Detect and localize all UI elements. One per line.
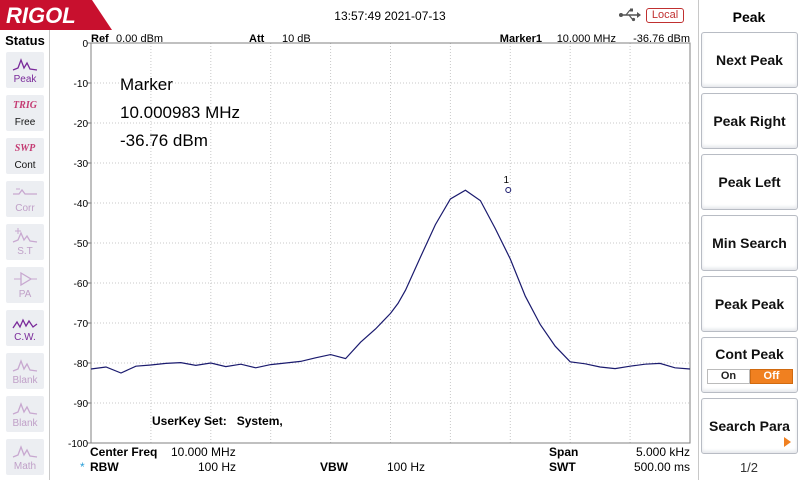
softkey-next-peak[interactable]: Next Peak xyxy=(701,32,798,88)
spectrum-graph[interactable]: Ref 0.00 dBm Att 10 dB Marker1 10.000 MH… xyxy=(50,30,698,480)
marker-id-label: 1 xyxy=(503,175,509,186)
toggle-off[interactable]: Off xyxy=(750,369,793,384)
status-math-label: Math xyxy=(13,461,37,472)
center-freq-label: Center Freq xyxy=(90,445,157,459)
att-value: 10 dB xyxy=(282,33,311,45)
softkey-peak-peak[interactable]: Peak Peak xyxy=(701,276,798,332)
status-swp-label: Cont xyxy=(14,160,36,171)
y-tick-label: -40 xyxy=(74,199,89,210)
marker-header-label: Marker1 xyxy=(500,33,542,45)
corr-icon xyxy=(13,188,37,195)
softkey-min-search[interactable]: Min Search xyxy=(701,215,798,271)
timestamp: 13:57:49 2021-07-13 xyxy=(334,9,446,23)
status-blank-1[interactable]: Blank xyxy=(6,353,44,389)
softkey-cont-peak-label: Cont Peak xyxy=(715,346,784,362)
y-tick-label: -90 xyxy=(74,399,89,410)
swt-value: 500.00 ms xyxy=(634,460,690,474)
softkey-cont-peak[interactable]: Cont Peak On Off xyxy=(701,337,798,393)
grid xyxy=(91,43,690,443)
y-tick-label: -60 xyxy=(74,279,89,290)
status-trig[interactable]: TRIG Free xyxy=(6,95,44,131)
ref-value: 0.00 dBm xyxy=(116,33,163,45)
blank-icon xyxy=(12,359,38,372)
top-bar: RIGOL 13:57:49 2021-07-13 Local xyxy=(0,0,698,30)
status-peak[interactable]: Peak xyxy=(6,52,44,88)
peak-icon xyxy=(12,58,38,71)
status-trig-label: Free xyxy=(14,117,36,128)
softkey-search-para-label: Search Para xyxy=(709,418,790,434)
status-pa-label: PA xyxy=(18,289,32,300)
y-tick-label: -70 xyxy=(74,319,89,330)
softkey-peak-right[interactable]: Peak Right xyxy=(701,93,798,149)
status-peak-label: Peak xyxy=(13,74,37,85)
y-tick-label: -30 xyxy=(74,159,89,170)
swt-label: SWT xyxy=(549,460,576,474)
status-blank-2[interactable]: Blank xyxy=(6,396,44,432)
cw-icon xyxy=(12,318,38,329)
softkey-search-para[interactable]: Search Para xyxy=(701,398,798,454)
rigol-logo: RIGOL xyxy=(0,0,112,30)
page-indicator: 1/2 xyxy=(739,460,759,475)
status-trig-code: TRIG xyxy=(13,100,37,111)
softkey-peak-left[interactable]: Peak Left xyxy=(701,154,798,210)
st-icon xyxy=(12,228,38,243)
status-pa[interactable]: PA xyxy=(6,267,44,303)
y-tick-label: -50 xyxy=(74,239,89,250)
usb-icon xyxy=(619,8,641,22)
status-panel: Status Peak TRIG Free SWP Cont Corr S.T … xyxy=(0,30,50,480)
brand-text: RIGOL xyxy=(6,3,76,28)
vbw-label: VBW xyxy=(320,460,349,474)
plot-frame xyxy=(90,42,691,444)
span-value: 5.000 kHz xyxy=(636,445,690,459)
att-label: Att xyxy=(249,33,265,45)
center-freq-value: 10.000 MHz xyxy=(171,445,236,459)
y-tick-label: -10 xyxy=(74,79,89,90)
status-cw-label: C.W. xyxy=(14,332,36,343)
vbw-value: 100 Hz xyxy=(387,460,425,474)
rbw-star: * xyxy=(80,460,85,474)
userkey-text: UserKey Set: System, xyxy=(152,414,283,428)
softkey-next-peak-label: Next Peak xyxy=(716,52,783,68)
toggle-on[interactable]: On xyxy=(707,369,750,384)
marker-readout-title: Marker xyxy=(120,75,173,94)
pa-icon xyxy=(14,271,37,287)
marker-header-level: -36.76 dBm xyxy=(633,33,690,45)
softkey-peak-left-label: Peak Left xyxy=(718,174,781,190)
softkey-peak-peak-label: Peak Peak xyxy=(714,296,785,312)
rbw-value: 100 Hz xyxy=(198,460,236,474)
status-st-label: S.T xyxy=(17,246,33,257)
y-axis-ticks: 0 -10 -20 -30 -40 -50 -60 -70 -80 -90 -100 xyxy=(68,39,91,450)
status-swp[interactable]: SWP Cont xyxy=(6,138,44,174)
status-math[interactable]: Math xyxy=(6,439,44,475)
local-badge: Local xyxy=(646,8,684,23)
menu-title: Peak xyxy=(732,9,766,25)
y-tick-label: -100 xyxy=(68,439,88,450)
span-label: Span xyxy=(549,445,578,459)
status-blank-2-label: Blank xyxy=(12,418,38,429)
math-icon xyxy=(12,445,38,458)
submenu-arrow-icon xyxy=(784,437,791,447)
cont-peak-toggle[interactable]: On Off xyxy=(707,369,793,384)
status-corr[interactable]: Corr xyxy=(6,181,44,217)
ref-label: Ref xyxy=(91,33,109,45)
y-tick-label: -80 xyxy=(74,359,89,370)
y-tick-label: 0 xyxy=(82,39,88,50)
softkey-min-search-label: Min Search xyxy=(712,235,787,251)
marker-point[interactable] xyxy=(505,187,512,194)
status-swp-code: SWP xyxy=(14,143,36,154)
marker-readout-freq: 10.000983 MHz xyxy=(120,103,240,122)
marker-header-freq: 10.000 MHz xyxy=(557,33,616,45)
status-corr-label: Corr xyxy=(15,203,35,214)
y-tick-label: -20 xyxy=(74,119,89,130)
status-st[interactable]: S.T xyxy=(6,224,44,260)
status-blank-1-label: Blank xyxy=(12,375,38,386)
rbw-label: RBW xyxy=(90,460,119,474)
softkey-peak-right-label: Peak Right xyxy=(713,113,786,129)
status-cw[interactable]: C.W. xyxy=(6,310,44,346)
status-title: Status xyxy=(5,33,45,48)
softkey-menu: Peak Next Peak Peak Right Peak Left Min … xyxy=(698,0,800,480)
blank-icon xyxy=(12,402,38,415)
marker-readout-level: -36.76 dBm xyxy=(120,131,208,150)
trace-line xyxy=(90,189,691,374)
